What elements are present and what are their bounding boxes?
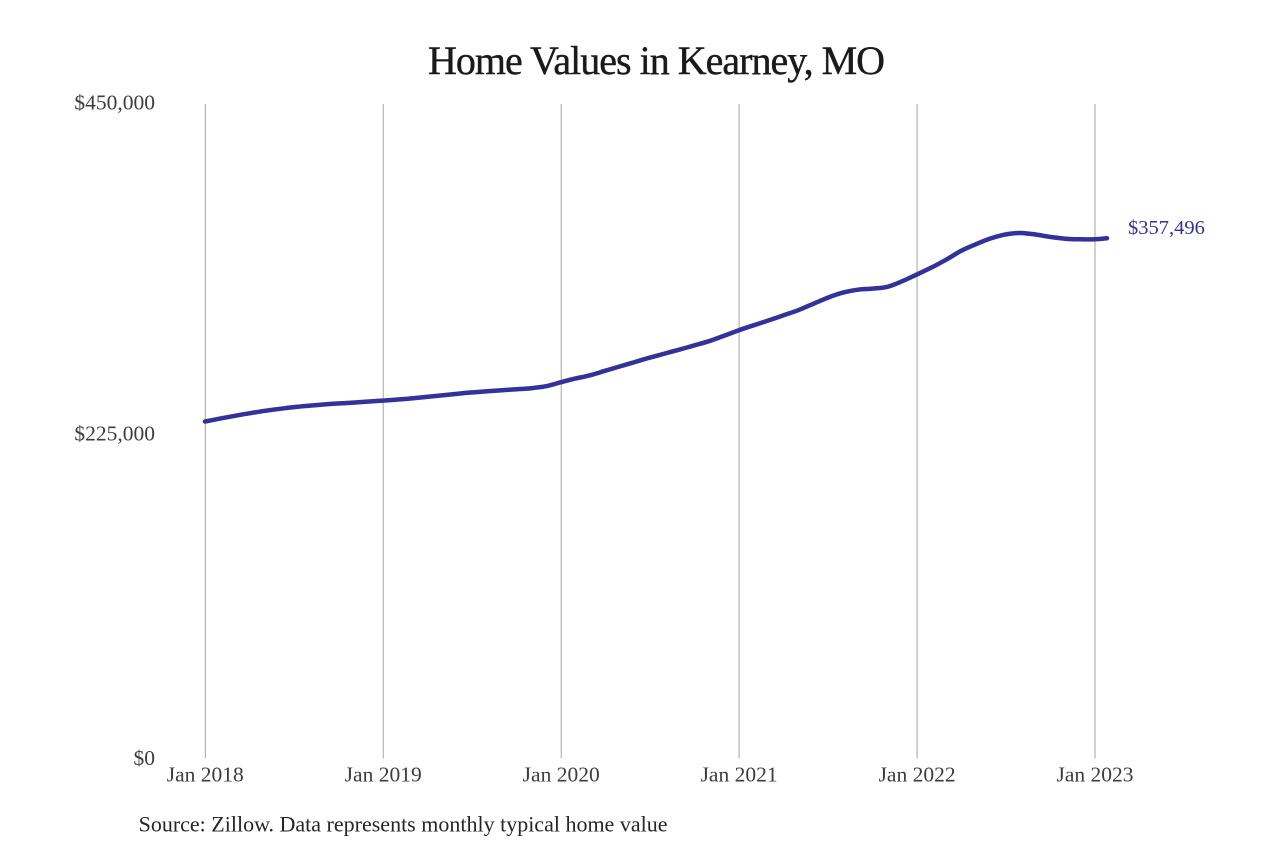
svg-text:$450,000: $450,000 bbox=[74, 90, 155, 114]
svg-text:Jan 2023: Jan 2023 bbox=[1056, 763, 1133, 787]
svg-text:Source: Zillow. Data represent: Source: Zillow. Data represents monthly … bbox=[139, 812, 668, 837]
svg-text:Jan 2020: Jan 2020 bbox=[523, 763, 600, 787]
svg-text:$225,000: $225,000 bbox=[74, 422, 155, 446]
svg-text:Jan 2018: Jan 2018 bbox=[167, 763, 244, 787]
svg-text:Home Values in Kearney, MO: Home Values in Kearney, MO bbox=[428, 38, 884, 83]
svg-text:$0: $0 bbox=[134, 746, 156, 770]
svg-text:Jan 2022: Jan 2022 bbox=[879, 763, 956, 787]
svg-text:Jan 2021: Jan 2021 bbox=[701, 763, 778, 787]
svg-text:Jan 2019: Jan 2019 bbox=[345, 763, 422, 787]
svg-text:$357,496: $357,496 bbox=[1128, 217, 1205, 239]
